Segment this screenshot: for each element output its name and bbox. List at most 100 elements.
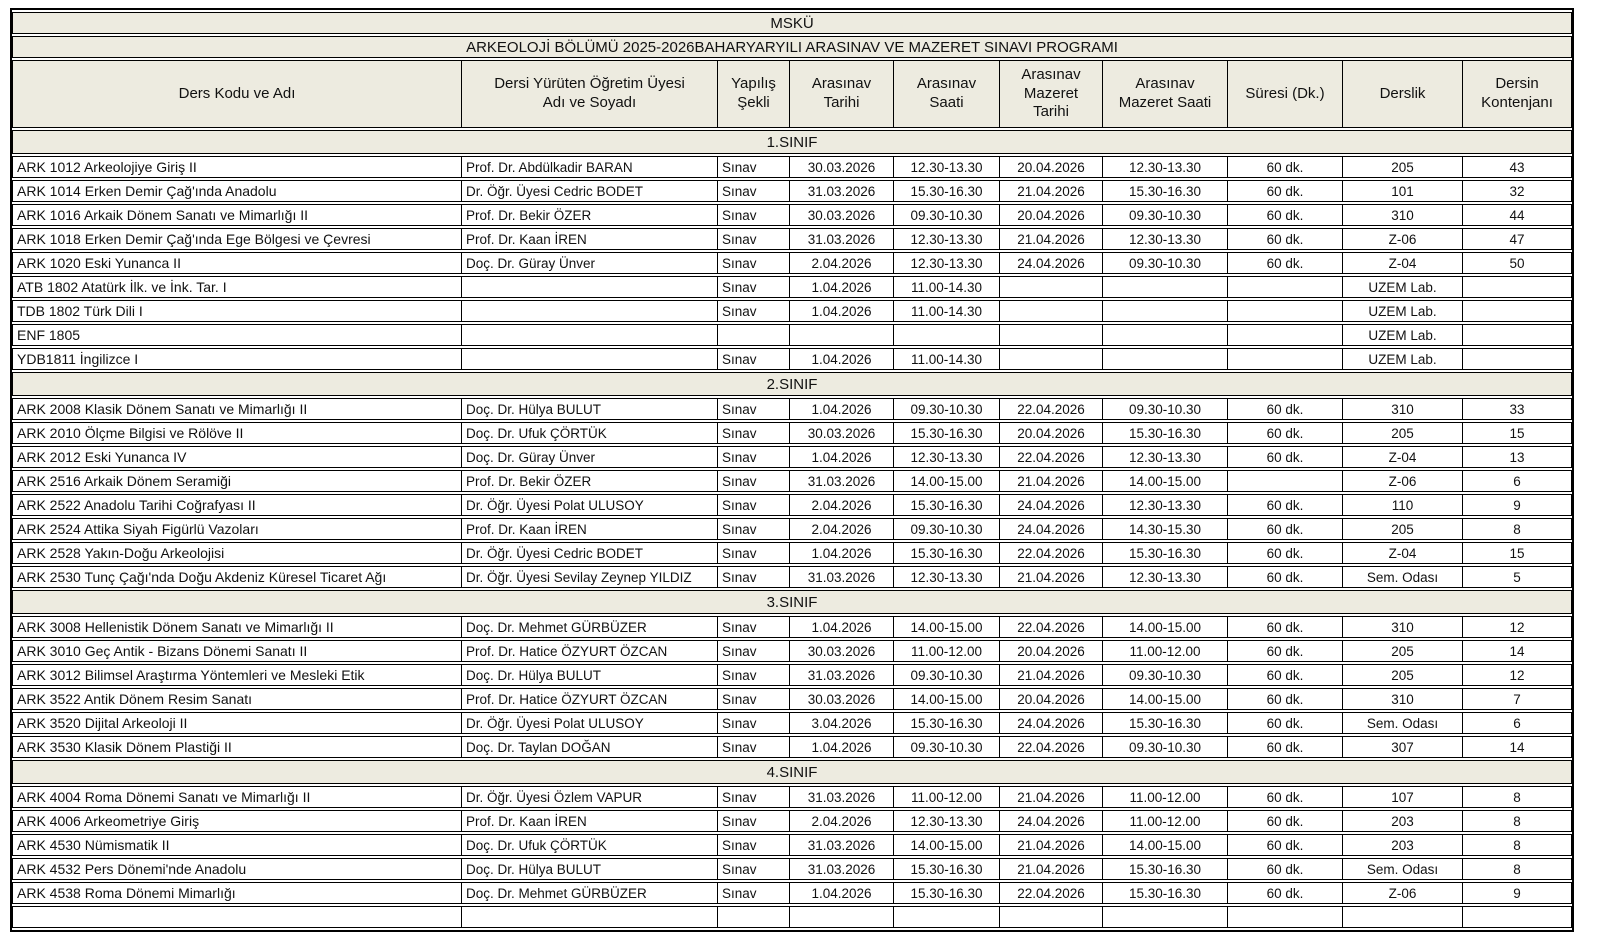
cell-quota: 8 [1462,858,1573,880]
cell-duration: 60 dk. [1227,542,1342,564]
cell-makeup-date: 24.04.2026 [999,252,1102,274]
column-header-row: Ders Kodu ve Adı Dersi Yürüten Öğretim Üy… [12,60,1573,128]
cell-exam-time: 09.30-10.30 [893,664,999,686]
cell-exam-date [789,324,893,346]
cell-makeup-date: 22.04.2026 [999,542,1102,564]
cell-makeup-time: 11.00-12.00 [1102,786,1227,808]
cell-duration: 60 dk. [1227,736,1342,758]
cell-exam-date: 2.04.2026 [789,252,893,274]
column-header-method: Yapılış Şekli [717,60,789,128]
cell-duration: 60 dk. [1227,834,1342,856]
cell-classroom: 205 [1342,518,1462,540]
cell-duration: 60 dk. [1227,858,1342,880]
cell-exam-time: 09.30-10.30 [893,518,999,540]
cell-makeup-date: 24.04.2026 [999,810,1102,832]
cell-instructor: Doç. Dr. Hülya BULUT [461,664,717,686]
cell-quota: 12 [1462,664,1573,686]
cell-exam-time: 15.30-16.30 [893,858,999,880]
cell-instructor: Prof. Dr. Kaan İREN [461,810,717,832]
cell-course: ARK 3010 Geç Antik - Bizans Dönemi Sanat… [12,640,461,662]
cell-instructor: Doç. Dr. Ufuk ÇÖRTÜK [461,422,717,444]
cell-instructor: Dr. Öğr. Üyesi Cedric BODET [461,542,717,564]
cell-duration: 60 dk. [1227,156,1342,178]
cell-instructor: Prof. Dr. Bekir ÖZER [461,470,717,492]
cell-quota: 8 [1462,810,1573,832]
cell-quota [1462,324,1573,346]
course-row: ARK 2012 Eski Yunanca IV Doç. Dr. Güray Ü… [12,446,1573,468]
cell-classroom: 107 [1342,786,1462,808]
cell-exam-time: 15.30-16.30 [893,882,999,904]
column-header-exam-time: Arasınav Saati [893,60,999,128]
cell-exam-date: 1.04.2026 [789,542,893,564]
cell-classroom: Z-06 [1342,470,1462,492]
cell-course: YDB1811 İngilizce I [12,348,461,370]
cell-exam-time: 11.00-12.00 [893,786,999,808]
cell-instructor: Doç. Dr. Hülya BULUT [461,858,717,880]
cell-exam-time: 11.00-14.30 [893,276,999,298]
cell-makeup-date: 22.04.2026 [999,882,1102,904]
cell-makeup-date: 20.04.2026 [999,204,1102,226]
cell-quota: 7 [1462,688,1573,710]
cell-duration [1227,324,1342,346]
cell-exam-date: 30.03.2026 [789,204,893,226]
course-row: ARK 4538 Roma Dönemi Mimarlığı Doç. Dr. M… [12,882,1573,904]
course-row [12,906,1573,928]
cell-duration [1227,470,1342,492]
cell-exam-date: 1.04.2026 [789,398,893,420]
cell-makeup-time: 09.30-10.30 [1102,252,1227,274]
cell-makeup-time: 15.30-16.30 [1102,712,1227,734]
column-header-quota: Dersin Kontenjanı [1462,60,1573,128]
cell-makeup-time: 09.30-10.30 [1102,664,1227,686]
cell-makeup-date: 21.04.2026 [999,858,1102,880]
cell-exam-time: 14.00-15.00 [893,834,999,856]
cell-course: ARK 3530 Klasik Dönem Plastiği II [12,736,461,758]
cell-classroom: Sem. Odası [1342,712,1462,734]
cell-quota: 8 [1462,834,1573,856]
cell-method: Sınav [717,664,789,686]
cell-classroom: 310 [1342,398,1462,420]
cell-duration: 60 dk. [1227,422,1342,444]
cell-makeup-time: 11.00-12.00 [1102,640,1227,662]
cell-makeup-time: 12.30-13.30 [1102,446,1227,468]
cell-makeup-date: 22.04.2026 [999,736,1102,758]
column-header-duration: Süresi (Dk.) [1227,60,1342,128]
course-row: ARK 3522 Antik Dönem Resim Sanatı Prof. D… [12,688,1573,710]
university-abbreviation: MSKÜ [12,12,1573,34]
page-title: ARKEOLOJİ BÖLÜMÜ 2025-2026BAHARYARYILI A… [12,36,1573,58]
cell-course: ARK 1016 Arkaik Dönem Sanatı ve Mimarlığ… [12,204,461,226]
cell-makeup-time: 15.30-16.30 [1102,882,1227,904]
cell-makeup-time [1102,324,1227,346]
cell-quota: 43 [1462,156,1573,178]
cell-duration: 60 dk. [1227,494,1342,516]
cell-exam-time: 09.30-10.30 [893,398,999,420]
cell-makeup-date: 20.04.2026 [999,156,1102,178]
cell-duration: 60 dk. [1227,640,1342,662]
cell-exam-date: 31.03.2026 [789,180,893,202]
cell-makeup-time: 11.00-12.00 [1102,810,1227,832]
cell-course: ARK 2008 Klasik Dönem Sanatı ve Mimarlığ… [12,398,461,420]
cell-course: ARK 3008 Hellenistik Dönem Sanatı ve Mim… [12,616,461,638]
cell-instructor: Dr. Öğr. Üyesi Sevilay Zeynep YILDIZ [461,566,717,588]
course-row: ATB 1802 Atatürk İlk. ve İnk. Tar. I Sına… [12,276,1573,298]
cell-quota: 15 [1462,542,1573,564]
cell-instructor [461,324,717,346]
cell-classroom: UZEM Lab. [1342,348,1462,370]
cell-duration: 60 dk. [1227,566,1342,588]
cell-course: ARK 2524 Attika Siyah Figürlü Vazoları [12,518,461,540]
cell-exam-date: 31.03.2026 [789,566,893,588]
cell-exam-date: 31.03.2026 [789,858,893,880]
cell-classroom: 205 [1342,664,1462,686]
cell-exam-date: 1.04.2026 [789,276,893,298]
cell-exam-time: 12.30-13.30 [893,566,999,588]
course-row: ARK 4532 Pers Dönemi'nde Anadolu Doç. Dr.… [12,858,1573,880]
cell-classroom: Sem. Odası [1342,566,1462,588]
cell-exam-date: 30.03.2026 [789,688,893,710]
cell-quota: 13 [1462,446,1573,468]
cell-classroom: 205 [1342,156,1462,178]
cell-duration: 60 dk. [1227,810,1342,832]
cell-method: Sınav [717,156,789,178]
cell-exam-date: 1.04.2026 [789,348,893,370]
course-row: ARK 3008 Hellenistik Dönem Sanatı ve Mim… [12,616,1573,638]
cell-makeup-time: 09.30-10.30 [1102,736,1227,758]
course-row: ARK 4004 Roma Dönemi Sanatı ve Mimarlığı… [12,786,1573,808]
